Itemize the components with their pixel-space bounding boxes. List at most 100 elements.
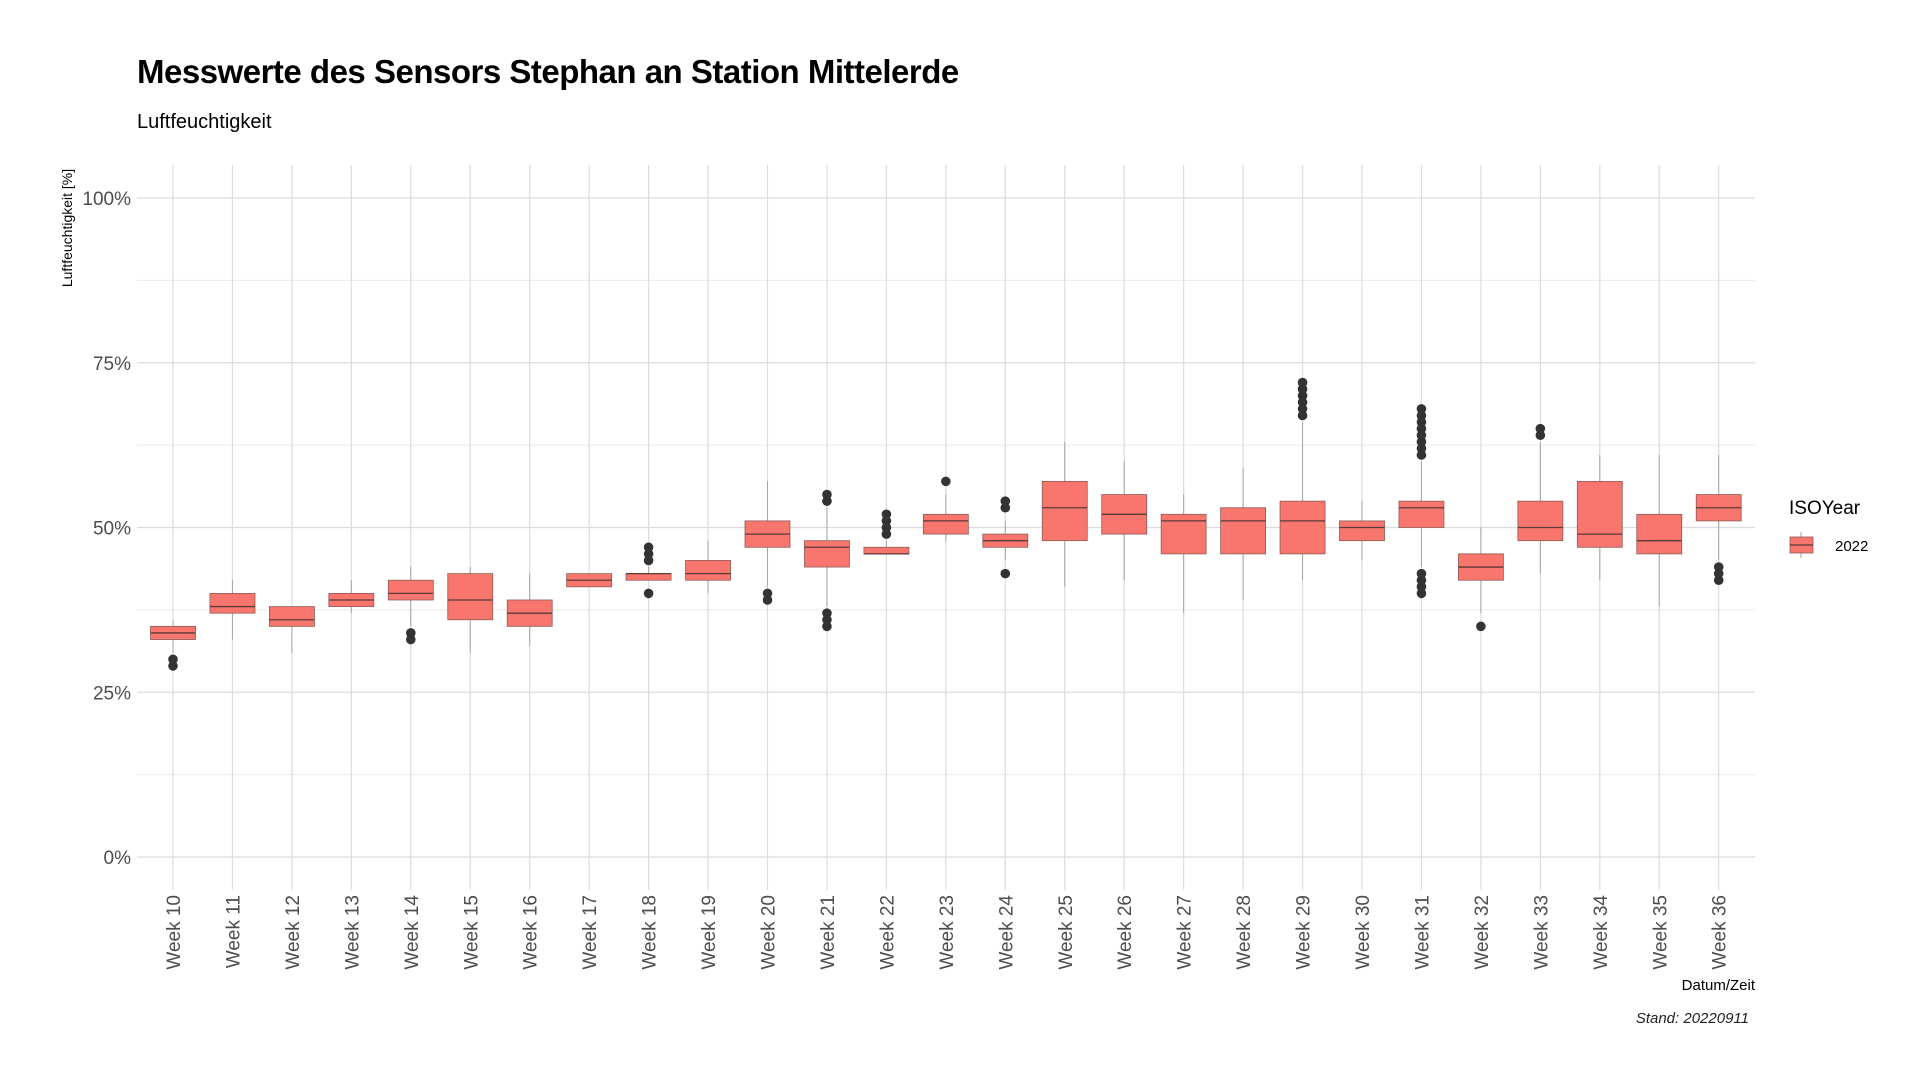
outlier-point [1416,443,1427,454]
x-tick-label: Week 36 [1710,895,1731,970]
legend: ISOYear 2022 [1789,498,1868,558]
outlier-point [1416,417,1427,427]
box-week-11 [209,580,256,640]
x-tick-label: Week 19 [699,895,720,970]
legend-title: ISOYear [1789,498,1861,519]
box-week-32 [1458,527,1504,632]
box-week-12 [268,606,315,653]
outlier-point [881,509,892,520]
box-week-19 [685,540,731,594]
outlier-point [881,522,892,533]
x-tick-label: Week 25 [1056,895,1077,970]
box-week-25 [1041,441,1088,587]
outlier-point [1297,404,1308,414]
box-week-35 [1636,455,1683,607]
x-tick-label: Week 22 [877,895,898,970]
box-week-27 [1160,494,1207,614]
outlier-point [643,549,654,559]
outlier-point [762,595,773,605]
x-tick-label: Week 11 [223,895,244,968]
outlier-point [406,628,416,638]
box-week-21 [804,489,850,632]
outlier-point [881,529,892,539]
x-tick-label: Week 33 [1531,895,1552,970]
x-tick-label: Week 32 [1472,895,1493,970]
box-iqr [1398,500,1445,528]
x-tick-label: Week 29 [1294,895,1315,970]
outlier-point [1416,423,1427,434]
outlier-point [822,608,832,618]
x-tick-label: Week 15 [461,895,482,970]
x-tick-label: Week 35 [1650,895,1671,970]
chart-title: Messwerte des Sensors Stephan an Station… [137,53,959,90]
box-iqr [1160,513,1207,555]
box-iqr [863,546,910,555]
outlier-point [1416,575,1427,586]
outlier-point [168,661,178,671]
box-week-18 [625,542,672,599]
outlier-point [1297,384,1308,394]
box-iqr [1576,480,1623,548]
legend-key-2022 [1789,532,1814,558]
box-week-20 [744,481,791,605]
box-week-36 [1695,455,1742,586]
x-axis-label: Datum/Zeit [1682,977,1756,994]
y-axis-label: Luftfeuchtigkeit [%] [59,169,75,287]
outlier-point [822,496,832,506]
x-tick-label: Week 10 [164,895,185,970]
x-tick-label: Week 16 [521,895,542,970]
x-tick-label: Week 12 [283,895,304,970]
y-tick-label: 75% [93,354,131,375]
outlier-point [1000,568,1011,579]
x-tick-label: Week 27 [1175,895,1196,970]
outlier-point [941,476,951,487]
box-iqr [1636,513,1683,555]
outlier-point [1416,588,1427,599]
box-week-15 [447,567,494,653]
box-series-2022 [150,377,1742,671]
box-week-26 [1101,461,1148,581]
box-iqr [1279,500,1326,555]
box-week-24 [982,496,1029,579]
box-iqr [387,579,434,601]
box-week-22 [863,509,910,555]
y-tick-label: 50% [93,519,131,540]
box-week-10 [150,619,196,671]
outlier-point [1416,450,1427,460]
x-tick-label: Week 34 [1591,895,1612,970]
legend-label-2022: 2022 [1835,538,1868,555]
outlier-point [1535,430,1546,441]
box-week-14 [387,567,434,645]
x-tick-label: Week 23 [937,895,958,970]
outlier-point [1713,575,1724,586]
x-tick-label: Week 21 [818,895,839,970]
outlier-point [822,614,832,625]
outlier-point [1297,397,1308,408]
outlier-point [1713,568,1724,579]
box-week-17 [566,573,613,588]
outlier-point [1416,437,1427,447]
y-tick-label: 100% [82,189,131,210]
outlier-point [1416,582,1427,592]
box-week-23 [922,476,969,541]
outlier-point [1416,404,1427,414]
x-tick-label: Week 13 [342,895,363,970]
outlier-point [1416,568,1427,579]
box-iqr [209,593,256,614]
box-iqr [625,573,672,581]
box-iqr [922,513,969,535]
outlier-point [406,634,416,645]
box-iqr [268,606,315,627]
outlier-point [1416,410,1427,421]
box-week-34 [1576,455,1623,581]
outlier-point [643,542,654,553]
outlier-point [881,516,892,526]
y-axis-ticks: 0% 25% 50% 75% 100% [82,189,131,869]
box-week-31 [1398,404,1445,599]
box-iqr [1041,480,1088,542]
box-iqr [447,573,494,621]
box-week-30 [1339,501,1385,561]
x-tick-label: Week 31 [1412,895,1433,970]
x-tick-label: Week 17 [580,895,601,970]
